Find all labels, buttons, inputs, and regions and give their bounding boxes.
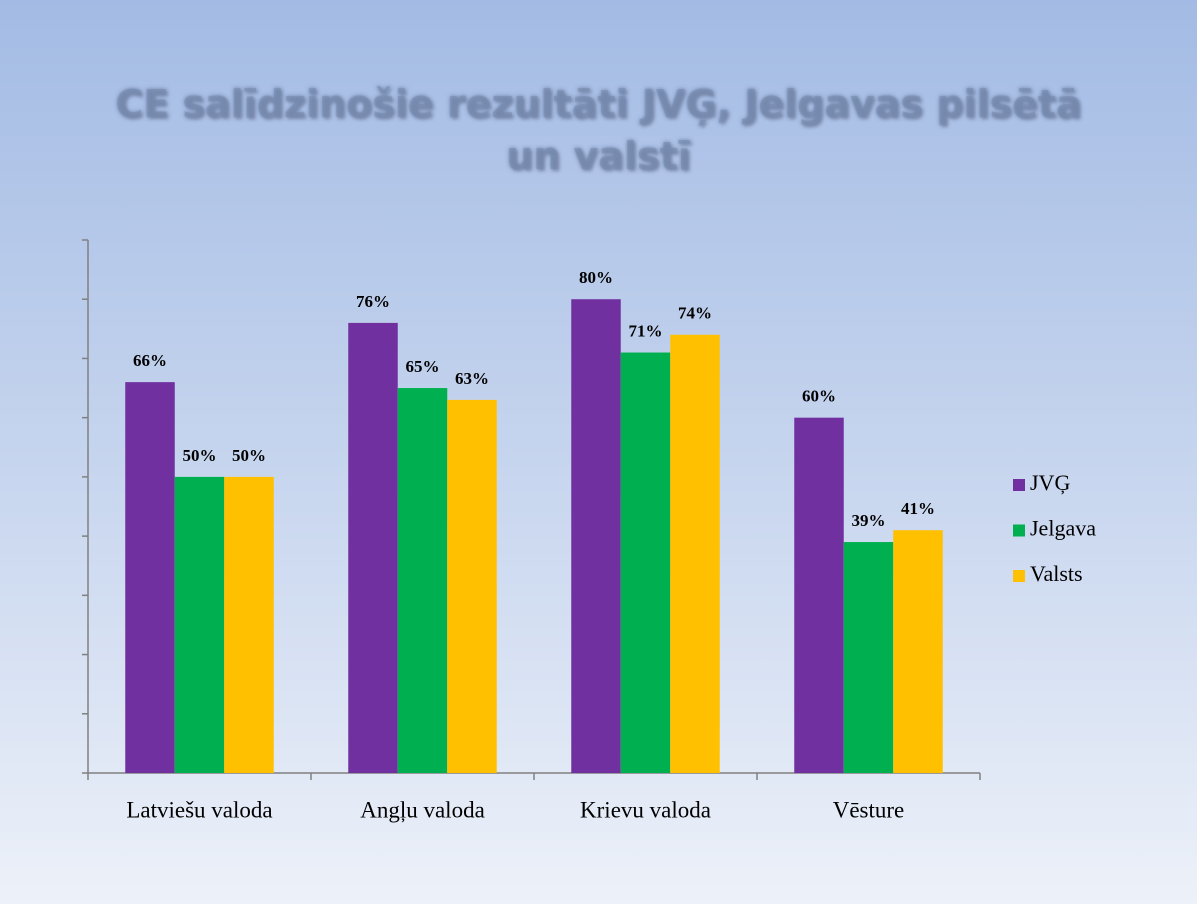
chart-title: CE salīdzinošie rezultāti JVĢ, Jelgavas … xyxy=(115,82,1082,178)
bar xyxy=(224,476,274,773)
legend-label: Jelgava xyxy=(1030,516,1096,541)
data-label: 60% xyxy=(802,387,836,406)
data-label: 39% xyxy=(852,511,886,530)
bar xyxy=(174,476,225,773)
data-label: 41% xyxy=(901,499,935,518)
data-label: 76% xyxy=(356,292,390,311)
bar xyxy=(794,417,844,773)
bar xyxy=(348,322,398,773)
data-label: 66% xyxy=(133,351,167,370)
legend-label: JVĢ xyxy=(1030,470,1070,495)
legend-swatch xyxy=(1013,524,1025,537)
data-label: 74% xyxy=(678,304,712,323)
data-label: 71% xyxy=(629,321,663,340)
data-label: 80% xyxy=(579,268,613,287)
legend-label: Valsts xyxy=(1030,561,1083,586)
x-tick-label: Krievu valoda xyxy=(580,797,711,822)
data-label: 50% xyxy=(183,446,217,465)
bar xyxy=(571,299,621,773)
bar xyxy=(397,388,448,773)
legend-swatch xyxy=(1013,479,1025,491)
x-tick-label: Angļu valoda xyxy=(360,797,485,823)
bar xyxy=(843,542,894,773)
data-label: 50% xyxy=(232,446,266,465)
x-tick-label: Latviešu valoda xyxy=(126,797,272,822)
bar xyxy=(893,530,943,773)
bar xyxy=(447,399,497,773)
data-label: 63% xyxy=(455,369,489,388)
legend-swatch xyxy=(1013,570,1025,582)
x-tick-label: Vēsture xyxy=(833,797,905,822)
bar xyxy=(125,382,175,773)
bar xyxy=(620,352,671,773)
data-label: 65% xyxy=(406,357,440,376)
bar xyxy=(670,334,720,773)
